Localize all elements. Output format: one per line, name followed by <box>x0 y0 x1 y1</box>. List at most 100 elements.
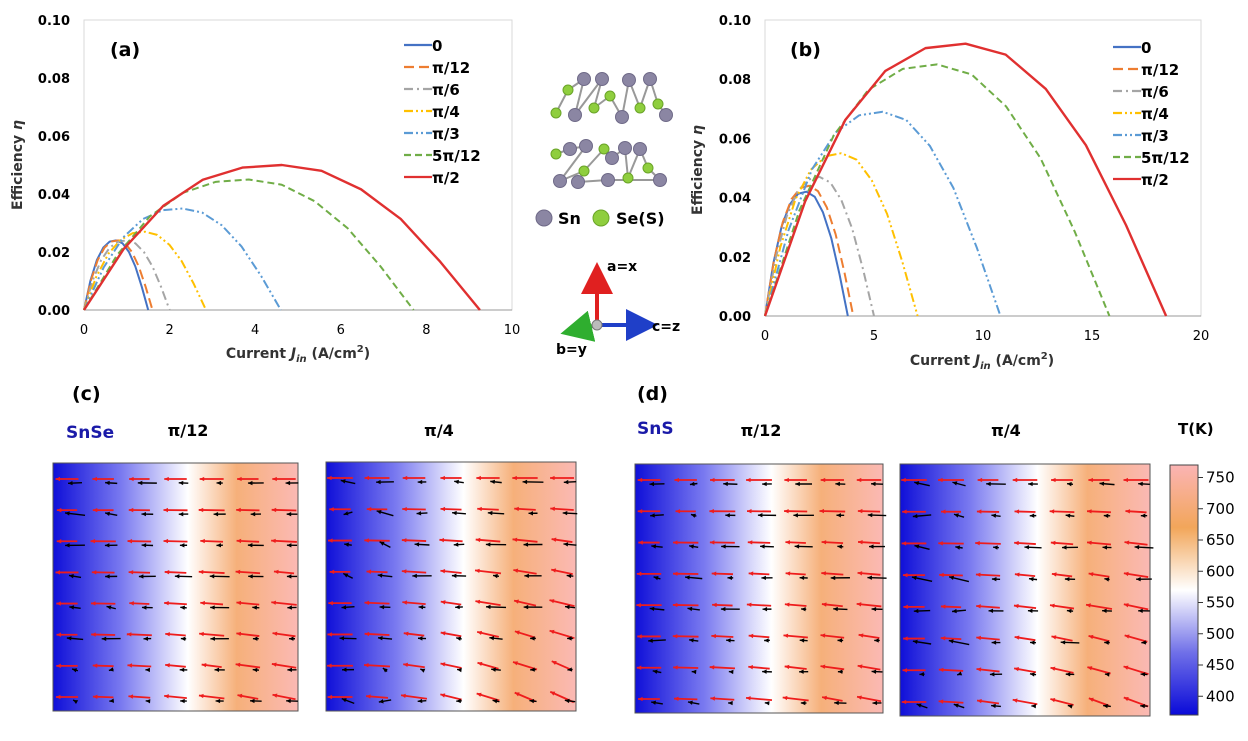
flux-arrowhead <box>440 631 446 636</box>
chart-b: 0 5 10 15 20 0.00 0.02 0.04 0.06 0.08 0.10 (b) Cur… <box>690 14 1209 372</box>
flux-arrowhead <box>72 668 78 673</box>
y-tick-label: 0.02 <box>38 246 70 261</box>
flux-arrowhead <box>1123 477 1129 483</box>
flux-arrowhead <box>566 573 572 579</box>
flux-arrowhead <box>1066 608 1072 614</box>
flux-arrowhead <box>55 694 61 700</box>
legend-label: π/12 <box>1141 61 1179 79</box>
y-tick-label: 0.08 <box>719 73 751 88</box>
flux-arrowhead <box>164 694 169 699</box>
flux-arrowhead <box>403 631 409 636</box>
sn-atom <box>653 173 667 187</box>
flux-arrowhead <box>976 667 982 672</box>
flux-arrowhead <box>252 605 257 610</box>
series-line <box>763 42 1168 317</box>
flux-arrowhead <box>56 601 61 606</box>
flux-arrowhead <box>911 575 917 581</box>
flux-arrowhead <box>340 479 346 484</box>
flux-arrowhead <box>785 571 791 576</box>
flux-arrowhead <box>476 692 482 697</box>
flux-arrowhead <box>837 669 843 674</box>
series-line <box>83 239 154 311</box>
flux-arrowhead <box>198 507 204 513</box>
flux-arrowhead <box>92 507 98 513</box>
flux-arrowhead <box>993 545 998 550</box>
flux-arrowhead <box>837 638 843 643</box>
flux-arrowhead <box>550 691 556 696</box>
flux-arrowhead <box>636 602 641 608</box>
flux-arrowhead <box>1029 513 1035 518</box>
flux-arrowhead <box>199 631 204 637</box>
crystal-structure: Sn Se(S) a=x c=z b=y <box>535 72 680 358</box>
flux-arrowhead <box>339 636 345 641</box>
flux-arrowhead <box>912 639 918 644</box>
flux-arrowhead <box>1029 672 1035 677</box>
flux-arrowhead <box>401 693 406 699</box>
temperature-map-c1 <box>52 462 299 712</box>
flux-arrowhead <box>977 698 982 704</box>
flux-arrowhead <box>382 668 388 673</box>
flux-arrowhead <box>129 601 134 606</box>
flux-arrowhead <box>874 638 879 643</box>
flux-arrowhead <box>530 667 535 672</box>
flux-arrowhead <box>1049 603 1055 608</box>
flux-arrowhead <box>91 632 96 637</box>
flux-arrowhead <box>417 698 423 704</box>
legend-label: π/4 <box>1141 105 1169 123</box>
flux-arrowhead <box>286 698 291 704</box>
flux-arrowhead <box>760 544 765 549</box>
flux-arrowhead <box>1124 634 1130 639</box>
map-title-d2: π/4 <box>991 421 1021 440</box>
flux-arrowhead <box>820 664 826 669</box>
sn-atom <box>568 108 582 122</box>
flux-arrowhead <box>550 475 555 481</box>
flux-arrowhead <box>343 573 349 578</box>
y-tick-label: 0.10 <box>38 14 70 29</box>
flux-arrowhead <box>271 600 277 605</box>
axis-b-label: b=y <box>556 342 587 358</box>
legend-label: π/6 <box>432 81 460 99</box>
flux-arrowhead <box>799 575 805 581</box>
flux-arrowhead <box>857 571 863 576</box>
flux-arrowhead <box>567 636 572 641</box>
flux-arrowhead <box>762 481 767 487</box>
flux-arrowhead <box>801 607 806 612</box>
flux-arrowhead <box>903 604 908 610</box>
panel-label-b: (b) <box>790 39 821 61</box>
map-title-d1: π/12 <box>741 421 782 440</box>
flux-arrowhead <box>800 700 806 706</box>
flux-arrowhead <box>1123 697 1129 702</box>
flux-arrowhead <box>709 665 715 670</box>
legend-label: 5π/12 <box>432 147 481 165</box>
flux-arrowhead <box>821 571 826 576</box>
flux-arrowhead <box>689 481 695 487</box>
flux-arrowhead <box>1013 603 1019 609</box>
colorbar-tick-label: 700 <box>1206 500 1235 518</box>
legend-label: π/12 <box>432 59 470 77</box>
flux-arrowhead <box>795 481 800 487</box>
flux-arrowhead <box>991 576 997 582</box>
flux-arrowhead <box>236 538 242 544</box>
flux-arrowhead <box>1012 477 1018 483</box>
flux-arrowhead <box>835 481 840 487</box>
flux-arrowhead <box>549 629 555 635</box>
flux-arrowhead <box>271 507 277 513</box>
flux-arrowhead <box>901 699 907 705</box>
flux-arrowhead <box>164 601 169 606</box>
flux-arrowhead <box>451 573 457 578</box>
temperature-map-c2 <box>325 461 578 712</box>
flux-arrowhead <box>728 700 733 706</box>
flux-arrowhead <box>748 633 754 639</box>
series-line <box>83 207 282 311</box>
flux-arrowhead <box>711 571 717 576</box>
series-line <box>83 178 415 311</box>
flux-arrowhead <box>1067 482 1072 487</box>
panel-label-a: (a) <box>110 39 140 61</box>
flux-arrowhead <box>940 604 946 609</box>
flux-arrowhead <box>1138 481 1143 487</box>
flux-arrowhead <box>201 662 207 668</box>
flux-arrowhead <box>401 538 407 543</box>
y-tick-label: 0.02 <box>719 251 751 266</box>
flux-arrowhead <box>1014 635 1020 640</box>
flux-arrowhead <box>563 542 569 547</box>
